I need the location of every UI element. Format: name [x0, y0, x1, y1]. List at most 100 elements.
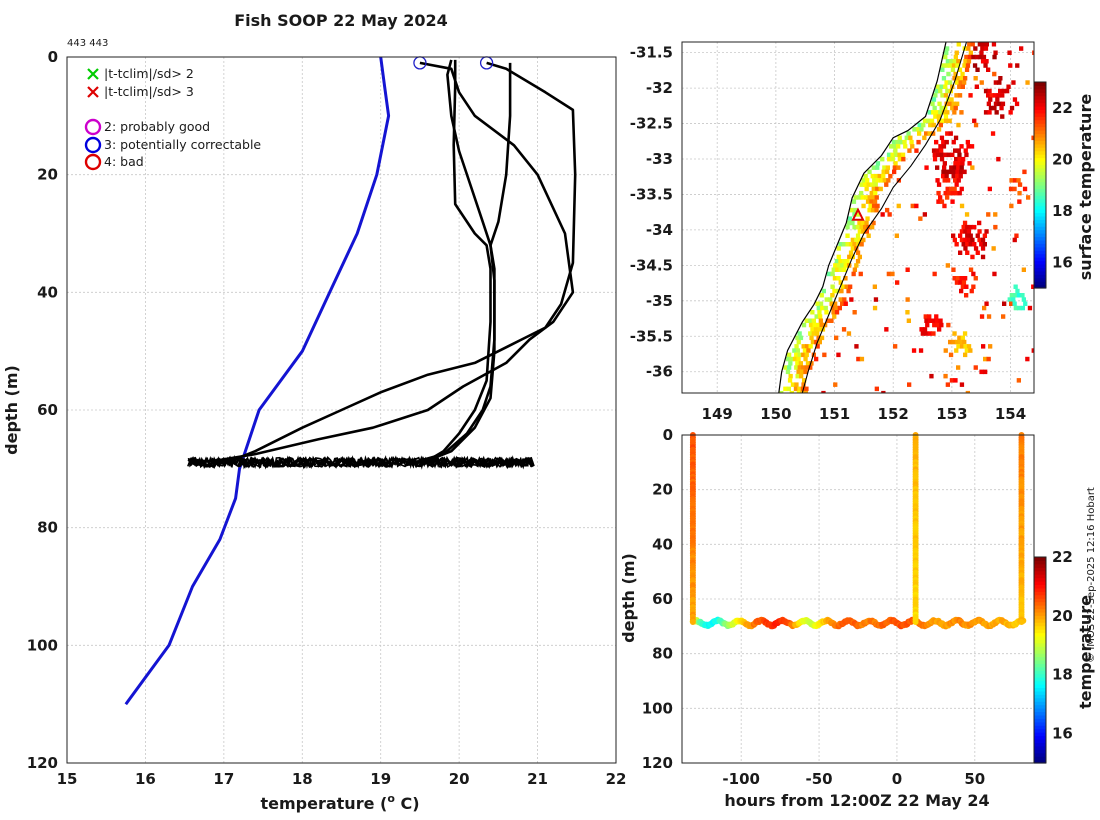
map-xtick-label: 150 — [760, 405, 791, 423]
map-sst-cell — [845, 233, 850, 238]
map-sst-cell — [854, 263, 859, 268]
map-sst-cell — [998, 76, 1003, 81]
map-sst-cell — [846, 331, 852, 336]
map-sst-cell — [889, 144, 894, 149]
map-sst-cell — [983, 110, 989, 115]
map-sst-cell — [973, 246, 979, 251]
map-sst-cell — [958, 173, 963, 179]
map-sst-cell — [981, 54, 987, 60]
map-sst-cell — [956, 344, 961, 349]
map-sst-cell — [860, 220, 866, 226]
map-sst-cell — [850, 220, 855, 226]
map-sst-cell — [945, 195, 950, 200]
profile-ytick-label: 120 — [27, 754, 58, 772]
map-sst-cell — [964, 54, 969, 60]
map-sst-cell — [967, 42, 972, 47]
map-colorbar-segment — [1034, 150, 1046, 155]
map-sst-cell — [964, 284, 969, 289]
map-sst-cell — [922, 118, 928, 124]
map-sst-cell — [1031, 135, 1034, 141]
map-sst-cell — [834, 259, 840, 264]
map-sst-cell — [847, 254, 852, 260]
map-sst-cell — [977, 220, 982, 226]
map-ytick-label: -32 — [646, 79, 673, 97]
map-sst-cell — [859, 356, 865, 362]
map-sst-cell — [943, 84, 948, 89]
time-depth-colorbar-segment — [1034, 725, 1046, 730]
map-colorbar-segment — [1034, 239, 1046, 244]
time-depth-colorbar-segment — [1034, 711, 1046, 716]
map-sst-cell — [957, 93, 963, 98]
map-sst-cell — [956, 178, 961, 183]
map-sst-cell — [968, 242, 973, 247]
map-sst-cell — [953, 71, 958, 77]
map-sst-cell — [951, 139, 956, 145]
map-sst-cell — [962, 220, 968, 226]
map-colorbar-segment — [1034, 164, 1046, 169]
map-sst-cell — [939, 322, 944, 328]
map-sst-cell — [1013, 305, 1018, 311]
map-sst-cell — [912, 127, 917, 132]
map-sst-cell — [988, 97, 993, 102]
map-sst-cell — [871, 186, 876, 192]
time-depth-ytick-label: 0 — [663, 426, 673, 444]
map-sst-cell — [979, 314, 985, 319]
map-sst-cell — [801, 352, 806, 358]
map-colorbar-segment — [1034, 253, 1046, 258]
map-sst-cell — [885, 169, 890, 175]
time-depth-colorbar-segment — [1034, 601, 1046, 606]
map-sst-cell — [959, 76, 964, 81]
map-sst-cell — [831, 267, 836, 272]
time-depth-colorbar-segment — [1034, 694, 1046, 699]
time-depth-colorbar-segment — [1034, 605, 1046, 610]
map-sst-cell — [958, 339, 963, 345]
time-depth-colorbar-segment — [1034, 618, 1046, 623]
map-sst-cell — [931, 131, 936, 136]
map-sst-cell — [852, 242, 857, 247]
map-sst-cell — [982, 305, 987, 311]
map-sst-cell — [797, 331, 802, 336]
map-sst-cell — [1002, 301, 1007, 306]
map-sst-cell — [966, 237, 972, 243]
map-sst-cell — [801, 344, 806, 349]
map-sst-cell — [959, 382, 965, 387]
map-sst-cell — [993, 80, 998, 85]
legend-x-marker-icon — [87, 86, 99, 98]
map-sst-cell — [914, 203, 919, 209]
map-sst-cell — [925, 322, 930, 328]
map-sst-cell — [951, 101, 956, 107]
time-depth-colorbar-tick-label: 22 — [1052, 548, 1073, 566]
map-sst-cell — [955, 63, 960, 68]
map-sst-cell — [971, 54, 976, 60]
map-sst-cell — [880, 156, 885, 162]
map-sst-cell — [968, 50, 973, 55]
map-sst-cell — [945, 110, 950, 115]
map-sst-cell — [1011, 297, 1016, 302]
map-colorbar-segment — [1034, 205, 1046, 210]
map-sst-cell — [958, 233, 963, 238]
map-sst-cell — [787, 378, 793, 383]
map-colorbar-segment — [1034, 109, 1046, 114]
time-depth-xlabel: hours from 12:00Z 22 May 24 — [724, 791, 989, 810]
map-sst-cell — [949, 186, 954, 192]
map-sst-cell — [927, 131, 932, 136]
map-colorbar-segment — [1034, 191, 1046, 196]
map-sst-cell — [987, 110, 992, 115]
map-sst-cell — [993, 224, 998, 230]
map-sst-cell — [895, 139, 900, 145]
map-sst-cell — [963, 246, 968, 251]
profile-xtick-label: 19 — [370, 770, 391, 788]
map-sst-cell — [921, 122, 926, 128]
map-sst-cell — [954, 50, 959, 55]
map-sst-cell — [982, 233, 987, 238]
map-sst-cell — [974, 84, 979, 89]
map-sst-cell — [931, 318, 936, 323]
profile-id-label: 443 443 — [67, 38, 108, 49]
map-sst-cell — [1025, 356, 1030, 362]
map-sst-cell — [973, 122, 979, 128]
map-sst-cell — [808, 344, 813, 349]
map-sst-cell — [937, 101, 942, 107]
map-sst-cell — [999, 105, 1004, 111]
map-colorbar-segment — [1034, 102, 1046, 107]
map-sst-cell — [886, 271, 891, 277]
